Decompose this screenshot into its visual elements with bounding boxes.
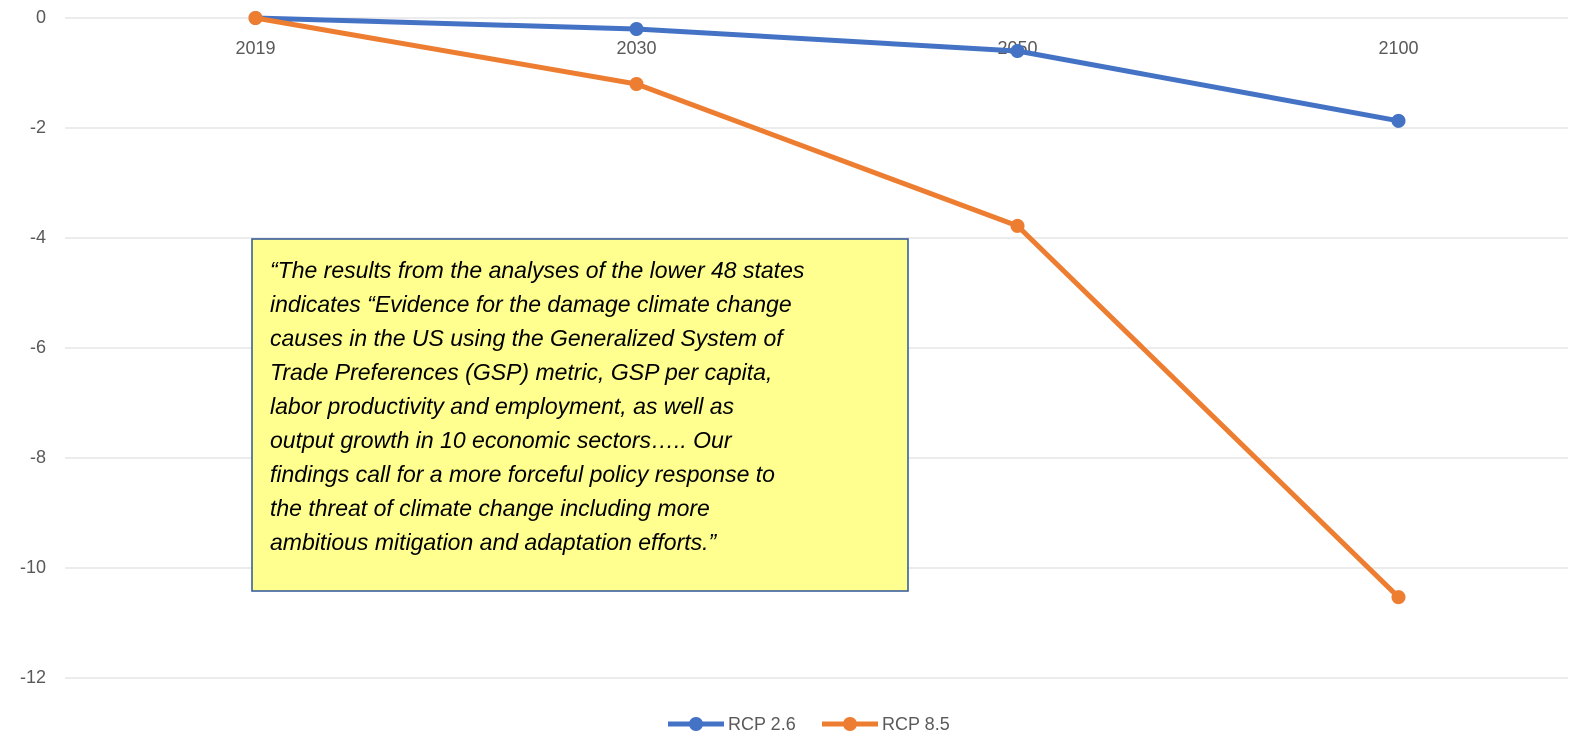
- series-line: [255, 15, 1399, 124]
- series-line: [255, 15, 1401, 599]
- annotation-text: output growth in 10 economic sectors….. …: [270, 427, 733, 453]
- legend-label: RCP 8.5: [882, 714, 950, 734]
- legend-marker: [689, 717, 703, 731]
- annotation-text: labor productivity and employment, as we…: [270, 393, 735, 419]
- legend-marker: [843, 717, 857, 731]
- annotation-text: ambitious mitigation and adaptation effo…: [270, 529, 718, 555]
- annotation-box: [251, 238, 909, 592]
- annotation-text: findings call for a more forceful policy…: [270, 461, 775, 487]
- annotation-text: the threat of climate change including m…: [270, 495, 710, 521]
- y-tick-label: -4: [30, 227, 46, 247]
- annotation-text: Trade Preferences (GSP) metric, GSP per …: [270, 359, 772, 385]
- point-marker: [1010, 44, 1025, 58]
- point-marker: [1391, 590, 1406, 605]
- x-tick-label: 2019: [235, 38, 275, 58]
- y-tick-label: -10: [20, 557, 46, 577]
- annotation-text: indicates “Evidence for the damage clima…: [270, 291, 792, 317]
- annotation-text: “The results from the analyses of the lo…: [270, 257, 805, 283]
- annotation-text: causes in the US using the Generalized S…: [270, 325, 785, 351]
- point-marker: [629, 77, 644, 91]
- x-tick-label: 2100: [1378, 38, 1418, 58]
- y-tick-label: -12: [20, 667, 46, 687]
- x-tick-label: 2030: [616, 38, 656, 58]
- legend-label: RCP 2.6: [728, 714, 796, 734]
- point-marker: [1391, 113, 1406, 128]
- point-marker: [629, 22, 644, 36]
- y-tick-label: -8: [30, 447, 46, 467]
- point-marker: [248, 11, 263, 25]
- y-tick-label: -2: [30, 117, 46, 137]
- y-tick-label: 0: [36, 7, 46, 27]
- point-marker: [1010, 218, 1025, 233]
- y-tick-label: -6: [30, 337, 46, 357]
